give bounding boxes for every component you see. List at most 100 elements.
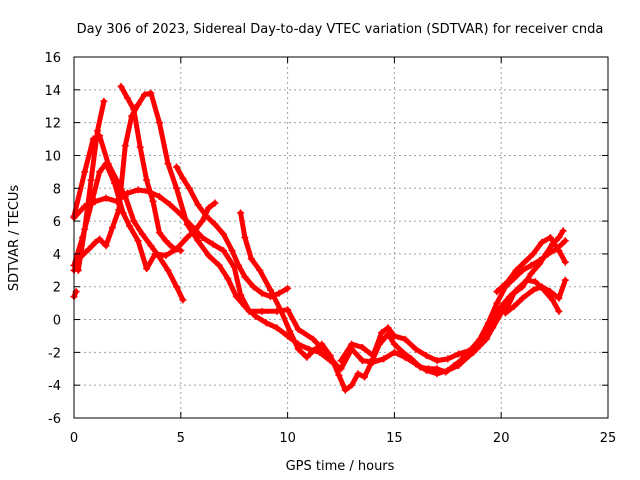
y-tick-label: 6	[53, 215, 61, 230]
data-point	[501, 309, 509, 317]
data-point	[228, 247, 236, 255]
x-tick-label: 0	[70, 431, 78, 446]
series-arc-4	[70, 89, 473, 378]
data-point	[497, 302, 505, 310]
data-point	[555, 234, 563, 241]
y-tick-label: 8	[53, 182, 61, 197]
data-point	[262, 319, 270, 327]
data-point	[96, 168, 104, 176]
data-point	[211, 220, 219, 228]
data-point	[358, 343, 366, 351]
data-point	[123, 94, 131, 102]
data-point	[241, 302, 249, 310]
data-point	[512, 266, 520, 274]
y-tick-label: 0	[53, 314, 61, 329]
series-line	[71, 90, 472, 377]
data-point	[523, 276, 531, 284]
data-point	[309, 335, 317, 343]
data-point	[416, 363, 424, 371]
data-point	[514, 284, 522, 292]
data-point	[521, 258, 529, 266]
y-axis-label: SDTVAR / TECUs	[7, 185, 22, 292]
plot-frame	[73, 56, 609, 419]
data-point	[561, 237, 569, 245]
data-point	[335, 371, 343, 379]
data-point	[81, 225, 89, 233]
data-point	[544, 250, 552, 258]
data-point	[284, 284, 292, 292]
data-point	[504, 278, 512, 286]
data-point	[230, 263, 238, 271]
data-point	[337, 357, 345, 365]
data-point	[454, 350, 462, 358]
data-point	[303, 353, 311, 361]
data-point	[555, 247, 563, 255]
data-point	[555, 307, 563, 315]
data-point	[232, 293, 240, 301]
data-point	[85, 245, 93, 253]
x-tick-label: 15	[386, 431, 403, 446]
series-line	[118, 84, 184, 254]
data-point	[194, 237, 202, 245]
data-point	[484, 319, 492, 327]
data-point	[183, 234, 191, 241]
data-point	[493, 288, 501, 296]
data-point	[143, 176, 151, 184]
data-point	[166, 201, 174, 209]
data-point	[546, 288, 554, 296]
data-point	[136, 143, 144, 151]
data-point	[134, 101, 142, 109]
data-point	[179, 174, 187, 182]
data-point	[401, 335, 409, 343]
data-point	[155, 192, 163, 200]
data-point	[275, 289, 283, 297]
data-point	[536, 256, 544, 264]
data-point	[108, 224, 116, 232]
data-point	[111, 179, 119, 187]
data-point	[149, 197, 157, 205]
data-point	[115, 206, 123, 214]
data-point	[220, 247, 228, 255]
data-series-group	[70, 83, 569, 394]
data-point	[168, 243, 176, 251]
data-point	[143, 265, 151, 273]
data-point	[286, 327, 294, 335]
data-point	[130, 217, 138, 225]
data-point	[215, 261, 223, 269]
series-arc-6	[117, 83, 185, 255]
data-point	[519, 266, 527, 274]
data-point	[185, 184, 193, 192]
data-point	[548, 296, 556, 304]
data-point	[102, 194, 110, 202]
data-point	[162, 237, 170, 245]
data-point	[252, 312, 260, 320]
data-point	[130, 106, 138, 114]
data-point	[164, 266, 172, 274]
data-point	[493, 299, 501, 307]
data-point	[390, 340, 398, 348]
data-point	[390, 332, 398, 340]
x-axis-label: GPS time / hours	[286, 459, 395, 474]
data-point	[425, 365, 433, 373]
data-point	[538, 238, 546, 246]
data-point	[147, 89, 155, 97]
series-arc-10	[337, 276, 563, 365]
data-point	[102, 160, 110, 168]
data-point	[358, 357, 366, 365]
data-point	[126, 222, 134, 230]
data-point	[309, 347, 317, 355]
data-point	[96, 235, 104, 243]
data-point	[134, 186, 142, 194]
data-point	[102, 242, 110, 250]
data-point	[205, 204, 213, 212]
data-point	[561, 258, 569, 266]
data-point	[100, 97, 108, 105]
data-point	[194, 201, 202, 209]
data-point	[151, 250, 159, 258]
data-point	[258, 289, 266, 297]
data-point	[209, 240, 217, 248]
data-point	[348, 340, 356, 348]
data-point	[399, 348, 407, 356]
data-point	[123, 189, 131, 197]
data-point	[442, 368, 450, 376]
